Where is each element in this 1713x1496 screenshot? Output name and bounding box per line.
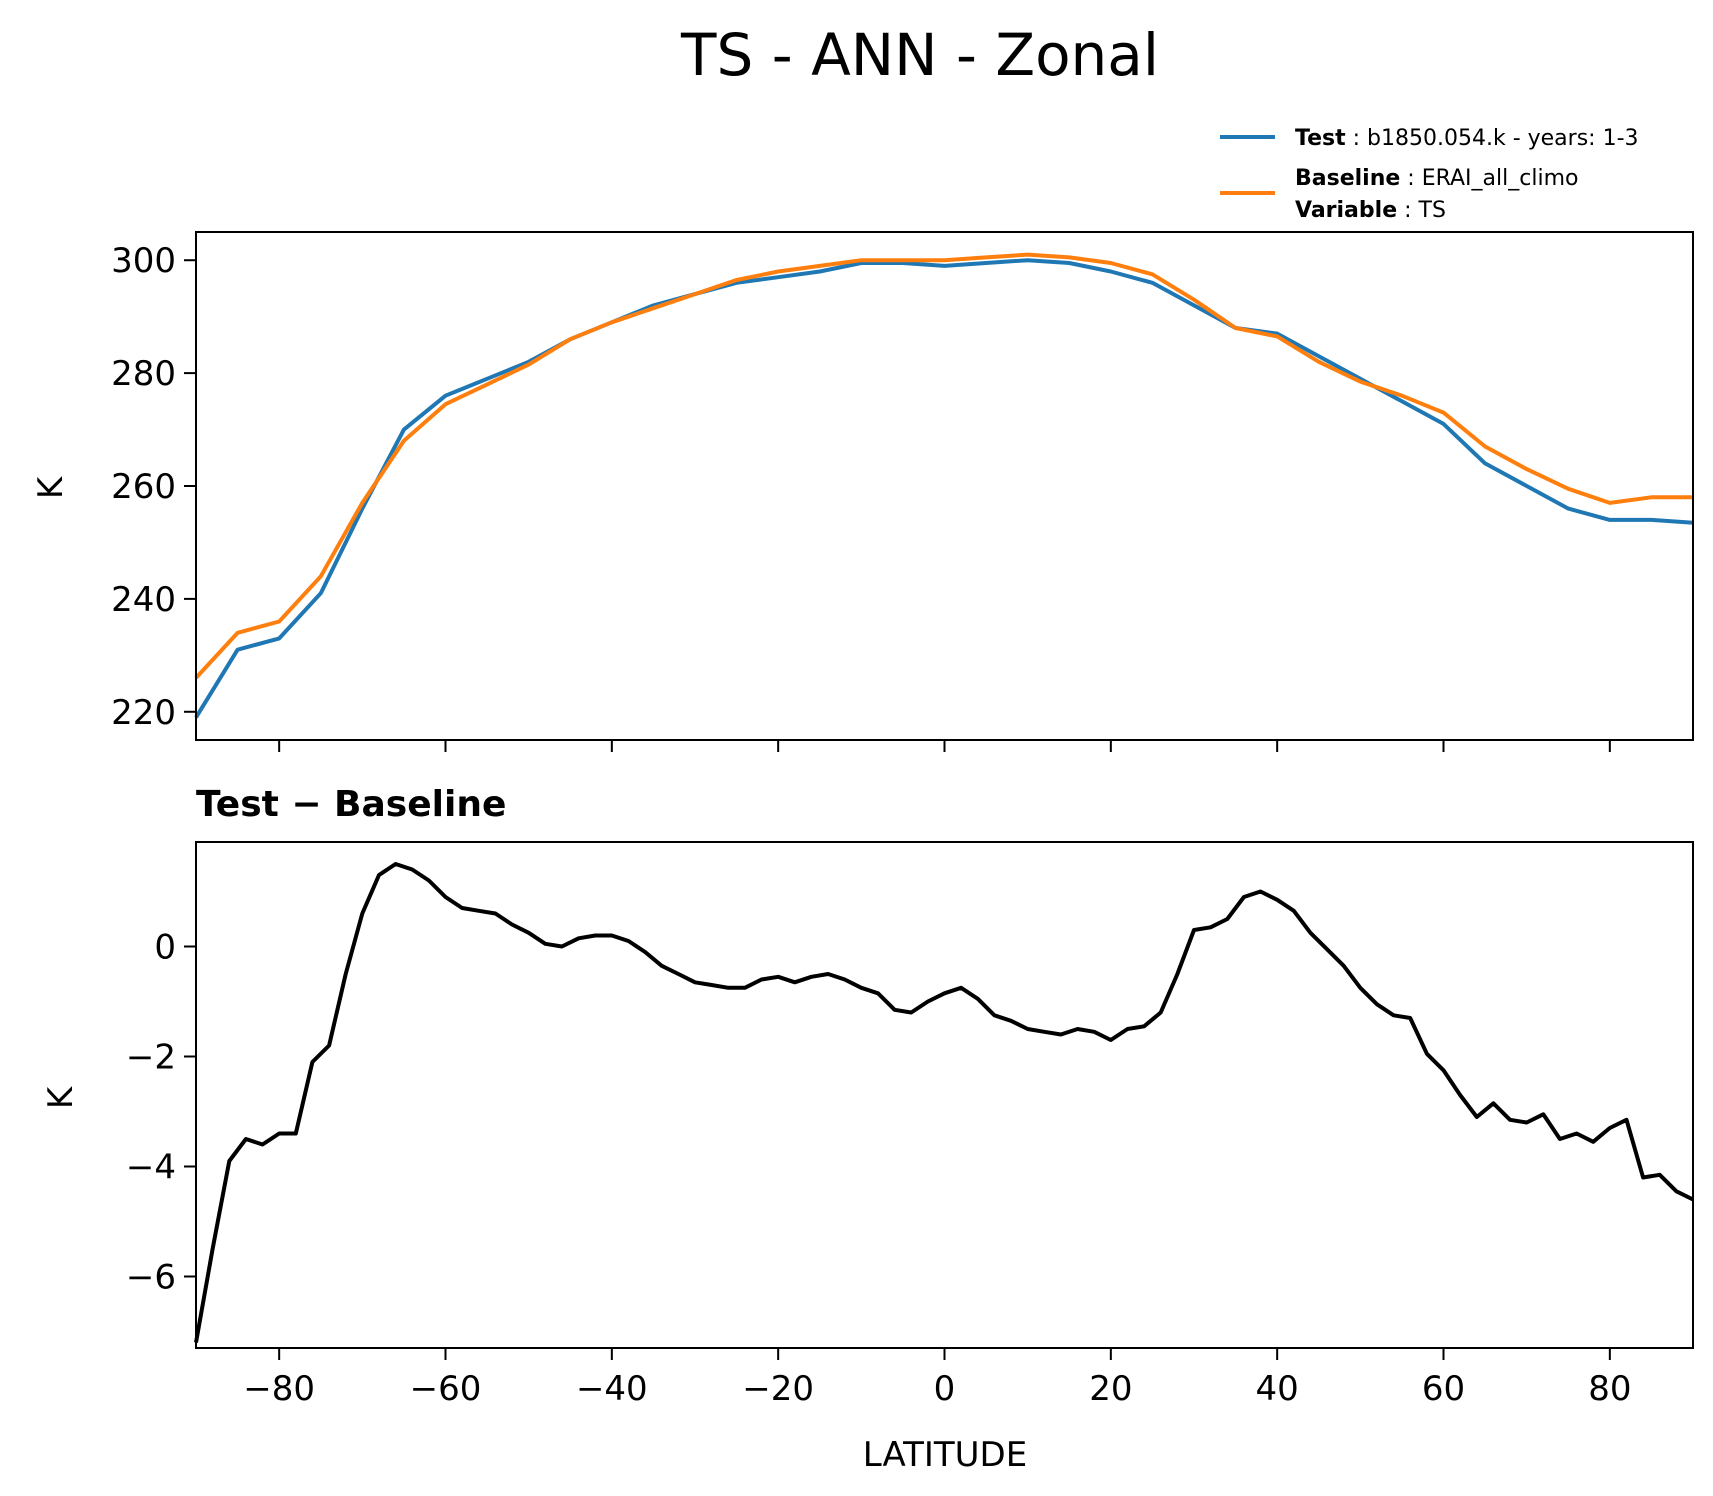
bottom-ytick-label-3: 0 <box>154 928 176 968</box>
legend: Test : b1850.054.k - years: 1-3 Baseline… <box>1220 126 1639 223</box>
top-ytick-label-0: 220 <box>111 693 176 733</box>
legend-variable-entry: Variable : TS <box>1295 198 1446 223</box>
legend-baseline-value: ERAI_all_climo <box>1422 166 1579 191</box>
bottom-xtick-label-8: 80 <box>1588 1369 1631 1409</box>
bottom-xtick-label-7: 60 <box>1422 1369 1465 1409</box>
bottom-plot-frame <box>195 841 1694 1349</box>
legend-variable-value: TS <box>1418 198 1446 223</box>
top-ytick-label-3: 280 <box>111 354 176 394</box>
bottom-ytick-label-0: −6 <box>126 1258 176 1298</box>
bottom-ylabel: K <box>41 1085 81 1109</box>
top-series-line-1 <box>194 252 1693 680</box>
bottom-ticks-layer: −80 −60 −40 −20 0 20 40 60 80−6−4−20 <box>126 928 1632 1410</box>
top-series-layer <box>194 252 1694 719</box>
legend-test-value: b1850.054.k - years: 1-3 <box>1367 126 1638 151</box>
legend-test-key: Test <box>1295 126 1346 151</box>
bottom-xlabel: LATITUDE <box>863 1435 1027 1475</box>
bottom-xtick-label-5: 20 <box>1089 1369 1132 1409</box>
top-ticks-layer: 220 240 260 280 300 <box>111 241 1611 752</box>
legend-test-sep: : <box>1346 126 1367 151</box>
bottom-ytick-label-1: −4 <box>126 1148 176 1188</box>
bottom-xtick-label-3: −20 <box>742 1369 814 1409</box>
top-ytick-label-4: 300 <box>111 241 176 281</box>
figure-title: TS - ANN - Zonal <box>680 21 1159 89</box>
bottom-xtick-label-4: 0 <box>934 1369 956 1409</box>
bottom-series-layer <box>194 862 1694 1343</box>
legend-baseline-key: Baseline <box>1295 166 1400 191</box>
bottom-panel-title: Test − Baseline <box>196 784 506 825</box>
bottom-panel: Test − Baseline −80 −60 −40 −20 0 20 40 60 80−6−… <box>41 784 1694 1475</box>
bottom-xtick-label-0: −80 <box>243 1369 315 1409</box>
top-ylabel: K <box>31 475 71 499</box>
legend-variable-sep: : <box>1397 198 1418 223</box>
bottom-xtick-label-2: −40 <box>576 1369 648 1409</box>
legend-baseline-sep: : <box>1400 166 1421 191</box>
top-series-line-0 <box>194 258 1694 719</box>
bottom-xtick-label-1: −60 <box>410 1369 482 1409</box>
bottom-ytick-label-2: −2 <box>126 1038 176 1078</box>
bottom-xtick-label-6: 40 <box>1256 1369 1299 1409</box>
bottom-series-line-0 <box>194 862 1694 1343</box>
legend-variable-key: Variable <box>1295 198 1397 223</box>
legend-baseline-entry: Baseline : ERAI_all_climo <box>1295 166 1578 191</box>
top-plot-frame <box>195 231 1694 741</box>
top-panel: 220 240 260 280 300 K <box>31 231 1694 752</box>
top-ytick-label-1: 240 <box>111 580 176 620</box>
top-ytick-label-2: 260 <box>111 467 176 507</box>
legend-test-entry: Test : b1850.054.k - years: 1-3 <box>1295 126 1639 151</box>
